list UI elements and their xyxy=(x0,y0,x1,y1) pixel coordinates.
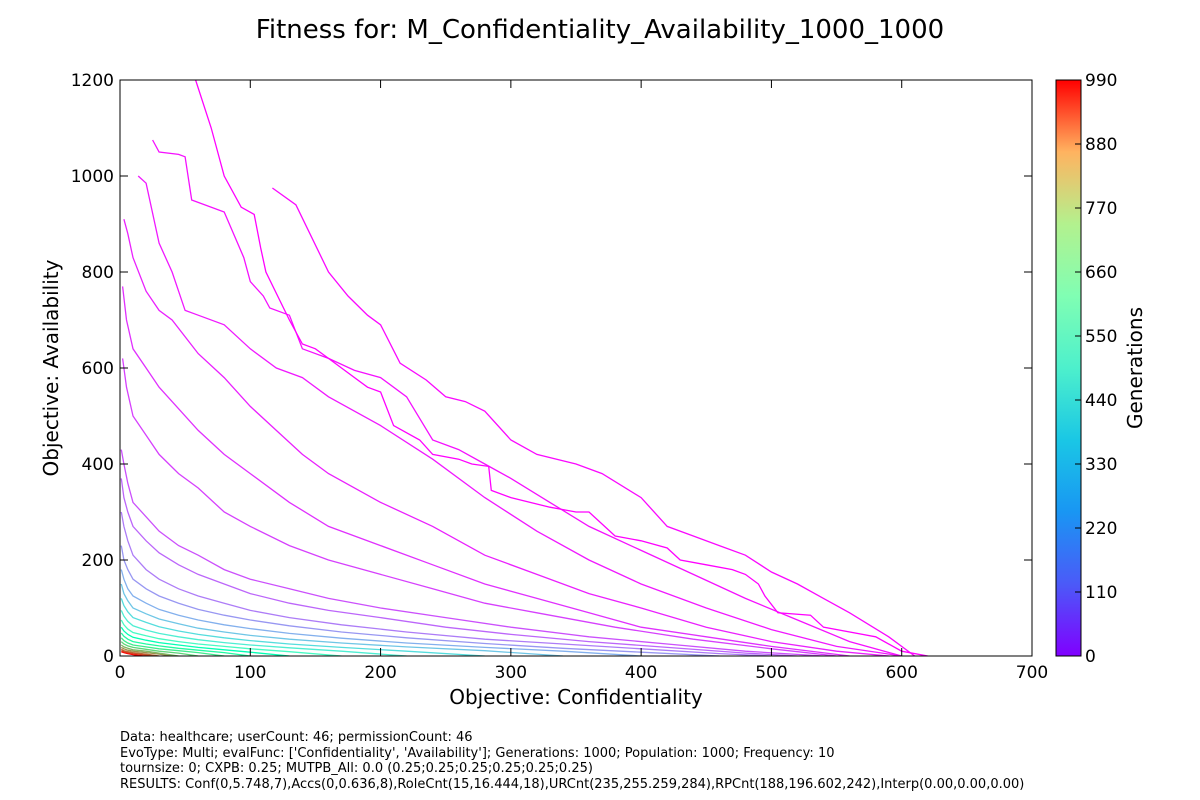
y-axis-ticks: 0 200 400 600 800 1000 1200 xyxy=(71,71,1032,667)
x-tick-label: 700 xyxy=(1016,663,1048,683)
y-tick-label: 1000 xyxy=(71,167,114,187)
y-tick-label: 0 xyxy=(103,647,114,667)
series-line-gen-80 xyxy=(121,358,837,656)
colorbar-ticks: 0 110 220 330 440 550 660 770 880 990 xyxy=(1075,71,1117,667)
series-line-gen-160 xyxy=(120,511,772,656)
x-tick-label: 500 xyxy=(755,663,787,683)
y-tick-label: 400 xyxy=(82,455,114,475)
series-line-gen-100 xyxy=(120,449,824,656)
series-line-gen-60 xyxy=(121,286,850,656)
series-line-gen-800 xyxy=(120,646,173,656)
x-tick-label: 0 xyxy=(115,663,126,683)
series-layer xyxy=(120,80,928,656)
x-tick-label: 100 xyxy=(234,663,266,683)
run-info-footer: Data: healthcare; userCount: 46; permiss… xyxy=(120,730,1024,792)
series-line-gen-860 xyxy=(120,648,160,656)
colorbar-label: Generations xyxy=(1123,307,1147,429)
series-line-gen-330 xyxy=(120,598,485,656)
footer-params-line: tournsize: 0; CXPB: 0.25; MUTPB_All: 0.0… xyxy=(120,761,593,776)
y-tick-label: 1200 xyxy=(71,71,114,91)
series-line-gen-740 xyxy=(120,644,179,656)
y-tick-label: 200 xyxy=(82,551,114,571)
series-line-gen-680 xyxy=(120,641,199,656)
x-tick-label: 300 xyxy=(495,663,527,683)
colorbar-tick-label: 990 xyxy=(1085,71,1117,91)
y-axis-label: Objective: Availability xyxy=(39,259,63,476)
x-tick-label: 600 xyxy=(885,663,917,683)
series-line-gen-130 xyxy=(120,478,798,656)
colorbar-tick-label: 330 xyxy=(1085,455,1117,475)
series-line-gen-620 xyxy=(120,637,225,656)
colorbar-tick-label: 770 xyxy=(1085,199,1117,219)
series-line-gen-20 xyxy=(152,139,902,656)
series-line-gen-10 xyxy=(272,187,916,656)
footer-results-line: RESULTS: Conf(0,5.748,7),Accs(0,0.636,8)… xyxy=(120,776,1025,792)
y-tick-label: 800 xyxy=(82,263,114,283)
colorbar xyxy=(1055,79,1082,657)
colorbar-tick-label: 440 xyxy=(1085,391,1117,411)
series-line-gen-30 xyxy=(137,175,902,656)
figure: Fitness for: M_Confidentiality_Availabil… xyxy=(39,15,1147,709)
colorbar-tick-label: 220 xyxy=(1085,519,1117,539)
colorbar-tick-label: 110 xyxy=(1085,583,1117,603)
series-line-gen-0 xyxy=(194,80,928,656)
colorbar-tick-label: 0 xyxy=(1085,647,1096,667)
series-line-gen-440 xyxy=(120,619,342,656)
colorbar-tick-label: 660 xyxy=(1085,263,1117,283)
colorbar-tick-label: 550 xyxy=(1085,327,1117,347)
y-tick-label: 600 xyxy=(82,359,114,379)
series-line-gen-200 xyxy=(120,545,720,656)
x-tick-label: 400 xyxy=(625,663,657,683)
series-line-gen-380 xyxy=(120,610,407,656)
series-line-gen-920 xyxy=(121,650,153,656)
chart-title: Fitness for: M_Confidentiality_Availabil… xyxy=(256,15,944,45)
series-line-gen-40 xyxy=(123,219,889,656)
x-axis-label: Objective: Confidentiality xyxy=(449,685,703,709)
series-line-gen-500 xyxy=(120,626,290,656)
series-line-gen-280 xyxy=(120,583,564,656)
plot-frame xyxy=(119,79,1033,657)
series-line-gen-560 xyxy=(120,632,251,656)
x-axis-ticks: 0 100 200 300 400 500 600 700 xyxy=(115,80,1048,683)
footer-evotype-line: EvoType: Multi; evalFunc: ['Confidential… xyxy=(120,745,835,761)
series-line-gen-240 xyxy=(120,569,642,656)
colorbar-tick-label: 880 xyxy=(1085,135,1117,155)
footer-data-line: Data: healthcare; userCount: 46; permiss… xyxy=(120,730,473,745)
x-tick-label: 200 xyxy=(364,663,396,683)
